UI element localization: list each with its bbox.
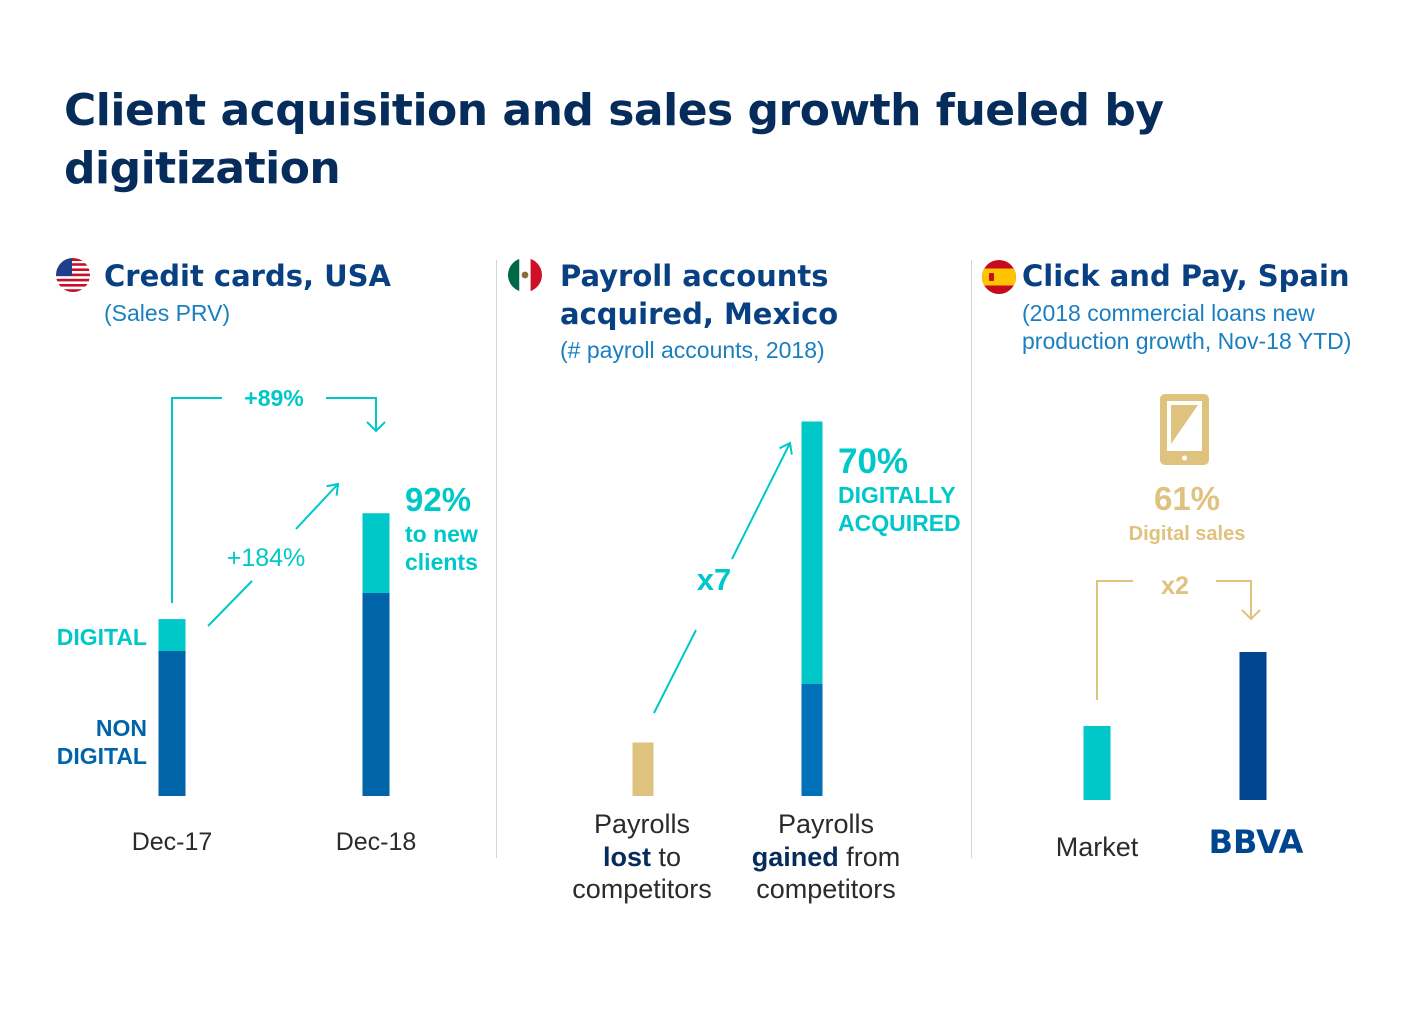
digital-growth-arrow-line bbox=[207, 580, 253, 627]
series-label-non-digital: DIGITAL bbox=[57, 743, 147, 769]
section-subtitle-usa: (Sales PRV) bbox=[104, 300, 231, 326]
highlight-text: to new bbox=[405, 521, 478, 547]
series-label-non-digital: NON bbox=[96, 715, 147, 741]
multiplier-arrow-head bbox=[779, 441, 793, 455]
x-tick-label: competitors bbox=[756, 874, 896, 904]
bar-digital-dec-17 bbox=[158, 619, 186, 651]
usa-flag-icon bbox=[56, 258, 90, 292]
bar-bbva bbox=[1239, 652, 1267, 800]
section-title-spain: Click and Pay, Spain bbox=[1022, 259, 1350, 293]
x-tick-label: Payrolls bbox=[778, 809, 874, 839]
multiplier-bracket-line bbox=[1096, 580, 1133, 700]
x-tick-label-bbva-logo: BBVA bbox=[1209, 823, 1304, 861]
series-label-digital: DIGITAL bbox=[57, 624, 147, 650]
total-growth-label: +89% bbox=[244, 385, 303, 411]
section-title-mexico: Payroll accounts acquired, Mexico bbox=[560, 259, 839, 331]
growth-bracket-line bbox=[326, 397, 377, 430]
digital-growth-arrow-head bbox=[326, 482, 340, 496]
x-tick-label: Market bbox=[1056, 832, 1139, 862]
growth-bracket-line bbox=[171, 397, 222, 604]
multiplier-label: x7 bbox=[697, 562, 731, 597]
bar-payrolls-gained-other bbox=[801, 683, 823, 796]
highlight-text: ACQUIRED bbox=[838, 510, 961, 536]
bar-market bbox=[1083, 726, 1111, 800]
x-tick-label: Dec-18 bbox=[336, 828, 417, 856]
bar-digital-dec-18 bbox=[362, 513, 390, 593]
bar-non-digital-dec-18 bbox=[362, 593, 390, 796]
digital-sales-label: Digital sales bbox=[1129, 523, 1246, 545]
growth-arrow-head bbox=[366, 421, 386, 433]
bar-payrolls-gained-digital bbox=[801, 421, 823, 684]
section-subtitle-mexico: (# payroll accounts, 2018) bbox=[560, 337, 825, 363]
multiplier-bracket-line bbox=[1216, 580, 1252, 618]
mexico-flag-icon bbox=[508, 258, 542, 292]
multiplier-arrow-line bbox=[653, 629, 697, 714]
x-tick-label: Payrolls bbox=[594, 809, 690, 839]
x-tick-label: competitors bbox=[572, 874, 712, 904]
section-subtitle-spain: (2018 commercial loans new production gr… bbox=[1022, 300, 1352, 354]
highlight-text: DIGITALLY bbox=[838, 482, 956, 508]
section-title-usa: Credit cards, USA bbox=[104, 259, 391, 293]
section-divider bbox=[496, 260, 497, 858]
tablet-icon bbox=[1160, 394, 1209, 465]
bar-non-digital-dec-17 bbox=[158, 651, 186, 796]
digital-growth-label: +184% bbox=[227, 544, 306, 572]
digital-growth-arrow-line bbox=[295, 483, 339, 530]
spain-flag-icon bbox=[982, 260, 1016, 294]
highlight-text: clients bbox=[405, 549, 478, 575]
x-tick-label: Dec-17 bbox=[132, 828, 213, 856]
x-tick-label: lost to bbox=[603, 842, 681, 872]
bar-payrolls-lost bbox=[632, 742, 654, 796]
multiplier-label: x2 bbox=[1161, 572, 1189, 600]
x-tick-label: gained from bbox=[752, 842, 901, 872]
multiplier-arrow-head bbox=[1241, 609, 1261, 621]
highlight-value: 92% bbox=[405, 481, 471, 518]
page-title: Client acquisition and sales growth fuel… bbox=[64, 85, 1164, 194]
section-divider bbox=[971, 260, 972, 858]
multiplier-arrow-line bbox=[731, 442, 791, 560]
highlight-value: 70% bbox=[838, 442, 908, 481]
digital-sales-value: 61% bbox=[1154, 480, 1220, 517]
